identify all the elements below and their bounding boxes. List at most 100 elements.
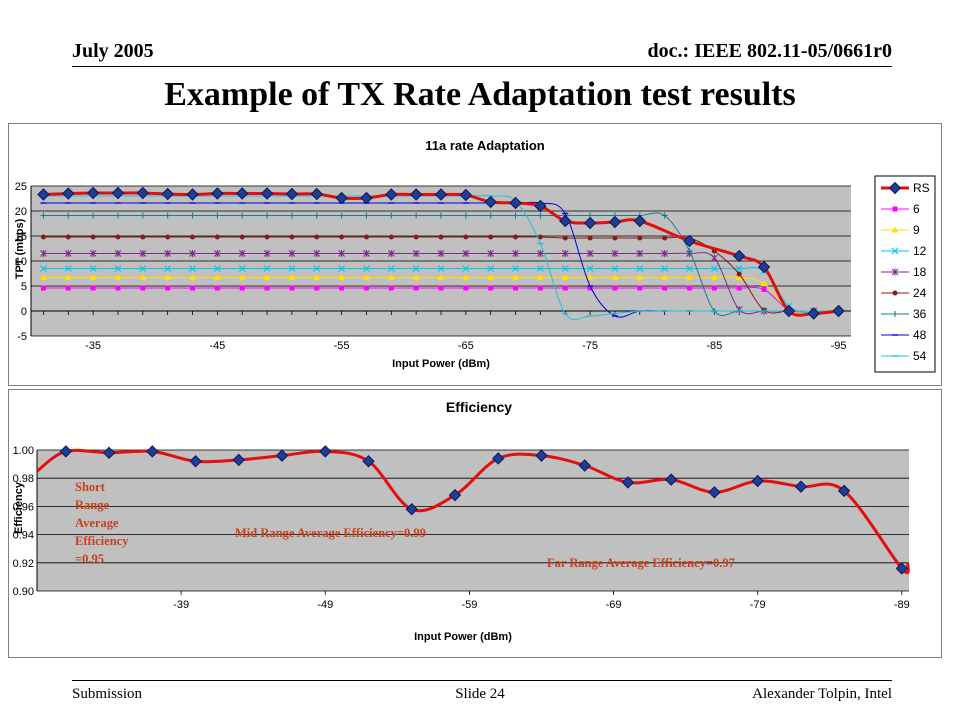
data-point (661, 212, 668, 219)
legend-marker (892, 290, 898, 296)
data-point (662, 235, 668, 241)
data-point (114, 250, 122, 257)
data-point (710, 265, 718, 272)
series-efficiency (36, 445, 910, 575)
y-tick-label: 0.94 (13, 530, 34, 542)
data-point (837, 484, 851, 498)
data-point (239, 234, 245, 240)
data-point (59, 445, 73, 458)
data-point (412, 250, 420, 257)
data-point (213, 265, 221, 272)
data-point (313, 265, 321, 272)
data-point (487, 212, 494, 219)
annotation-line: =0.95 (75, 552, 104, 566)
data-point (37, 188, 50, 201)
y-tick-label: 0.92 (13, 558, 34, 570)
x-tick-label: -39 (173, 599, 189, 611)
y-tick-label: 0 (21, 306, 27, 318)
data-point (621, 476, 635, 489)
data-point (313, 212, 320, 219)
x-tick-label: -59 (461, 599, 477, 611)
data-point (559, 214, 572, 228)
data-point (612, 235, 618, 241)
annotation-mid-range: Mid Range Average Efficiency=0.99 (235, 526, 426, 540)
footer-submission: Submission (72, 686, 143, 702)
data-point (288, 250, 296, 257)
data-point (214, 234, 220, 240)
data-point (114, 265, 122, 272)
slide-title: Example of TX Rate Adaptation test resul… (164, 76, 796, 113)
data-point (462, 212, 469, 219)
legend-marker (892, 311, 898, 317)
data-point (90, 285, 96, 291)
data-point (583, 216, 597, 230)
header-rule (72, 66, 892, 67)
legend-label: 6 (913, 202, 920, 216)
legend-label: RS (913, 181, 930, 195)
y-tick-label: 15 (15, 231, 27, 243)
data-point (686, 265, 693, 272)
data-point (736, 271, 742, 277)
x-tick-label: -55 (334, 340, 350, 352)
data-point (64, 265, 72, 272)
data-point (437, 265, 445, 272)
data-point (661, 274, 669, 280)
data-point (683, 234, 696, 248)
legend-label: 12 (913, 244, 927, 258)
data-point (90, 234, 96, 240)
data-point (409, 188, 423, 201)
data-point (405, 503, 418, 516)
data-point (310, 187, 323, 201)
data-point (62, 187, 75, 200)
data-point (513, 285, 519, 291)
data-point (895, 562, 909, 575)
header-doc-id: doc.: IEEE 802.11-05/0661r0 (647, 40, 892, 62)
data-point (492, 452, 505, 465)
data-point (509, 196, 522, 210)
rate-adaptation-chart: 11a rate Adaptation 25 20 15 10 5 0 -5 -35 -45 -55… (8, 123, 942, 386)
data-point (437, 250, 445, 257)
data-point (388, 212, 395, 219)
data-point (388, 234, 394, 240)
legend-label: 48 (913, 328, 927, 342)
data-point (260, 187, 274, 200)
data-point (232, 453, 245, 467)
data-point (140, 234, 146, 240)
rate-adaptation-svg: 11a rate Adaptation 25 20 15 10 5 0 -5 -35 -45 -55… (14, 138, 936, 373)
series-12 (39, 265, 843, 317)
y-tick-label: 0.98 (13, 473, 34, 485)
y-tick-label: -5 (17, 331, 27, 343)
data-point (437, 274, 445, 280)
data-point (363, 285, 369, 291)
data-point (186, 188, 199, 201)
legend-label: 24 (913, 286, 927, 300)
footer-slide-number: Slide 24 (455, 686, 505, 702)
data-point (164, 250, 172, 257)
data-point (211, 187, 224, 200)
data-point (412, 265, 420, 272)
data-point (537, 285, 543, 291)
footer-author: Alexander Tolpin, Intel (752, 686, 892, 702)
y-tick-label: 10 (15, 256, 27, 268)
chart-title: 11a rate Adaptation (425, 138, 545, 153)
data-point (534, 199, 547, 213)
data-point (115, 285, 121, 291)
data-point (512, 274, 520, 280)
data-point (238, 274, 246, 280)
data-point (561, 274, 569, 280)
data-point (40, 285, 46, 291)
x-tick-label: -35 (85, 340, 101, 352)
data-point (65, 285, 71, 291)
data-point (139, 250, 147, 257)
data-point (64, 274, 72, 280)
data-point (561, 250, 569, 257)
data-point (413, 212, 420, 219)
data-point (412, 274, 420, 280)
data-point (288, 274, 296, 280)
data-point (338, 212, 345, 219)
legend-marker (891, 247, 899, 255)
series-line-efficiency (36, 448, 910, 575)
annotation-line: Short (75, 480, 106, 494)
data-point (711, 285, 717, 291)
data-point (189, 455, 202, 468)
